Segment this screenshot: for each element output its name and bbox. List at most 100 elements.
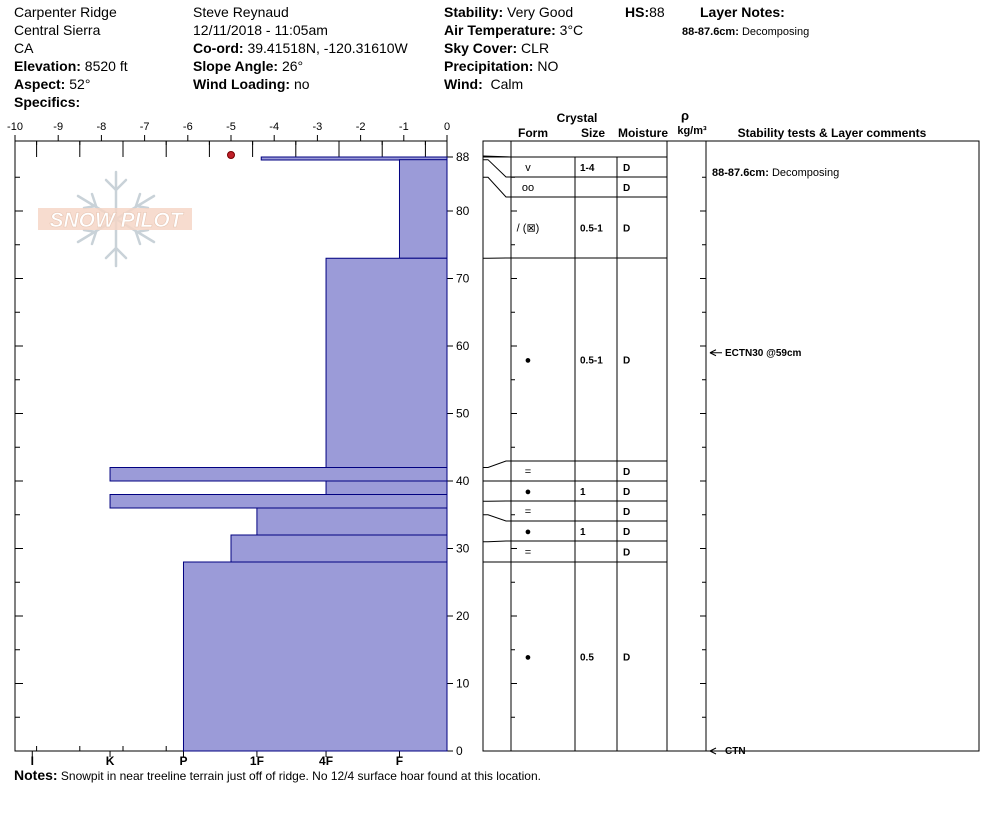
layer-connector	[483, 460, 511, 468]
hardness-bar	[325, 480, 448, 495]
stability: Stability: Very Good	[444, 4, 574, 20]
notes: Notes: Snowpit in near treeline terrain …	[14, 767, 541, 783]
hardness-tick-label: I	[31, 754, 34, 768]
observer: Steve Reynaud	[193, 4, 289, 20]
temperature-points	[227, 151, 235, 159]
specifics: Specifics:	[14, 94, 81, 110]
hardness-bar	[398, 159, 448, 259]
datetime: 12/11/2018 - 11:05am	[193, 22, 328, 38]
hardness-tick-label: 1F	[250, 754, 264, 768]
hardness-bar	[260, 156, 448, 161]
layer-connectors	[482, 155, 512, 563]
stability-test-label: ECTN30 @59cm	[725, 348, 802, 359]
layer-size: 1	[580, 487, 586, 498]
hardness-bar	[182, 561, 448, 752]
temp-tick-label: -10	[7, 121, 23, 133]
layer-moisture: D	[623, 507, 630, 518]
hardness-bar	[109, 494, 448, 509]
stability-arrow-barb	[709, 352, 717, 357]
layer-size: 1	[580, 527, 586, 538]
aspect: Aspect: 52°	[14, 76, 91, 92]
temp-tick-label: -8	[97, 121, 107, 133]
wind: Wind: Calm	[444, 76, 524, 92]
table-headers: Crystal Form Size Moisture ρ kg/m³ Stabi…	[518, 108, 927, 140]
hardness-bar	[109, 467, 448, 482]
right-ticks	[511, 176, 706, 752]
coordinates: Co-ord: 39.41518N, -120.31610W	[193, 40, 408, 56]
hardness-bar	[256, 507, 448, 536]
layer-form: v	[525, 162, 531, 174]
temp-tick-label: -6	[183, 121, 193, 133]
hardness-bars	[109, 156, 448, 752]
density-unit: kg/m³	[677, 125, 707, 137]
layer-form: ●	[525, 652, 532, 664]
hardness-tick-label: 4F	[319, 754, 333, 768]
layer-form: ●	[525, 486, 532, 498]
layer-size: 0.5-1	[580, 356, 603, 367]
density-symbol: ρ	[681, 108, 689, 123]
height-tick-label: 30	[456, 542, 470, 556]
height-tick-label: 50	[456, 407, 470, 421]
layer-connector	[482, 155, 512, 158]
snow-height: HS:88	[625, 4, 665, 20]
layer-moisture: D	[623, 163, 630, 174]
hardness-bar	[230, 534, 448, 563]
hardness-tick-label: P	[179, 754, 187, 768]
layer-connector	[483, 540, 511, 543]
moisture-header: Moisture	[618, 126, 668, 140]
comments-header: Stability tests & Layer comments	[738, 126, 927, 140]
layer-connector	[483, 176, 511, 198]
height-tick-label: 0	[456, 744, 463, 758]
layer-moisture: D	[623, 653, 630, 664]
location: Carpenter Ridge	[14, 4, 117, 20]
temp-tick-label: -5	[226, 121, 236, 133]
height-tick-label: 70	[456, 272, 470, 286]
layer-comment: 88-87.6cm: Decomposing	[712, 167, 839, 179]
layer-table-frame	[482, 140, 980, 752]
temp-tick-label: -9	[53, 121, 63, 133]
stability-arrow-barb	[709, 750, 717, 755]
hardness-bar	[325, 257, 448, 468]
layer-moisture: D	[623, 467, 630, 478]
layer-moisture: D	[623, 183, 630, 194]
layer-form: / (⊠)	[517, 223, 540, 235]
height-tick-label: 40	[456, 474, 470, 488]
stability-comments: 88-87.6cm: Decomposing ECTN30 @59cm CTN	[709, 167, 839, 757]
temp-tick-label: -7	[140, 121, 150, 133]
temperature-point	[227, 151, 235, 159]
state: CA	[14, 40, 34, 56]
layer-moisture: D	[623, 548, 630, 559]
layer-size: 0.5	[580, 653, 594, 664]
layer-connector	[483, 514, 511, 522]
svg-text:SNOW PILOT: SNOW PILOT	[50, 209, 185, 232]
temp-tick-label: -4	[269, 121, 279, 133]
layer-connector	[483, 159, 511, 178]
wind-loading: Wind Loading: no	[193, 76, 310, 92]
precipitation: Precipitation: NO	[444, 58, 559, 74]
stability-arrow	[709, 747, 722, 752]
snowpilot-watermark: SNOW PILOT	[38, 170, 192, 268]
layer-form: =	[525, 466, 531, 478]
layer-notes-entry: 88-87.6cm: Decomposing	[682, 26, 810, 38]
layer-form: oo	[522, 182, 534, 194]
temp-tick-label: -2	[356, 121, 366, 133]
layer-rows: v 1-4 Doo D / (⊠) 0.5-1 D ● 0.5-1 D = D ● 1 D = D ● 1 D = D ● 0…	[511, 156, 667, 751]
sky-cover: Sky Cover: CLR	[444, 40, 550, 56]
hardness-tick-label: F	[396, 754, 403, 768]
layer-form: =	[525, 506, 531, 518]
height-tick-label: 60	[456, 339, 470, 353]
air-temperature: Air Temperature: 3°C	[444, 22, 584, 38]
temp-tick-label: -1	[399, 121, 409, 133]
layer-moisture: D	[623, 224, 630, 235]
layer-form: ●	[525, 355, 532, 367]
temp-tick-label: 0	[444, 121, 450, 133]
elevation: Elevation: 8520 ft	[14, 58, 128, 74]
range: Central Sierra	[14, 22, 101, 38]
stability-arrow	[709, 349, 722, 354]
stability-test-label: CTN	[725, 746, 746, 757]
crystal-header: Crystal	[557, 111, 598, 125]
slope-angle: Slope Angle: 26°	[193, 58, 304, 74]
layer-size: 1-4	[580, 163, 595, 174]
form-header: Form	[518, 126, 548, 140]
